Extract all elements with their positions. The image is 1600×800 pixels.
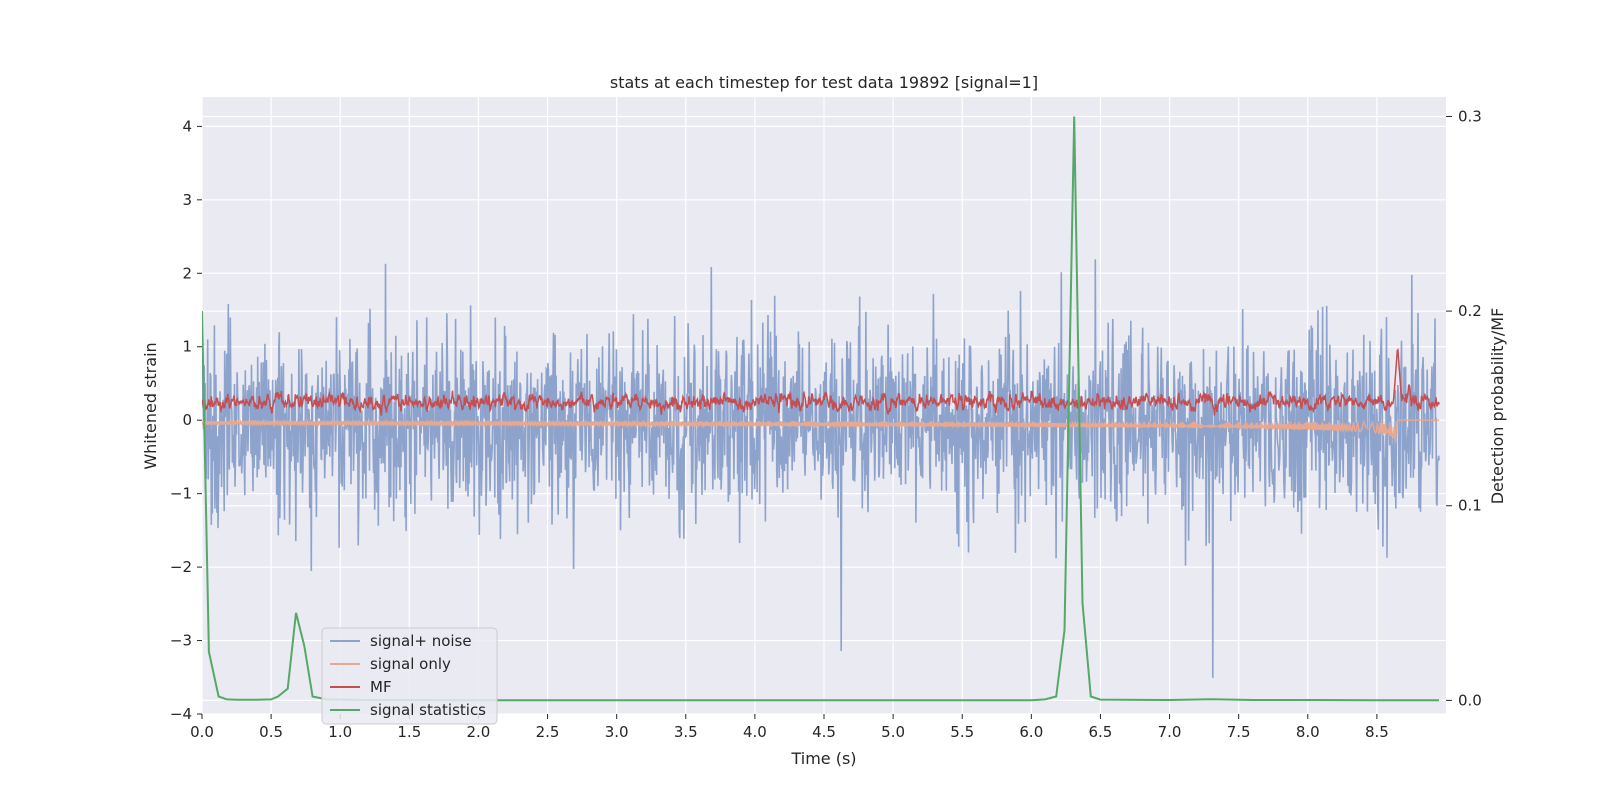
x-tick-label: 3.0 — [605, 723, 629, 741]
x-tick-label: 4.5 — [812, 723, 836, 741]
legend-label-signal-only: signal only — [370, 655, 451, 673]
x-tick-label: 1.0 — [328, 723, 352, 741]
y-tick-label: −1 — [170, 485, 192, 503]
legend-box — [321, 627, 498, 725]
x-tick-label: 5.0 — [881, 723, 905, 741]
y-tick-label: −4 — [170, 705, 192, 723]
legend: signal+ noise signal only MF signal stat… — [321, 627, 498, 725]
series-signal-statistics — [202, 116, 1440, 702]
legend-label-mf: MF — [370, 678, 392, 696]
y2-tick-label: 0.3 — [1458, 107, 1482, 125]
y-axis-ticks: 4 3 2 1 0 −1 −2 −3 −4 — [170, 117, 202, 723]
x-tick-label: 2.5 — [536, 723, 560, 741]
x-tick-label: 8.5 — [1365, 723, 1389, 741]
y-tick-label: 2 — [182, 264, 192, 282]
y2-tick-label: 0.2 — [1458, 302, 1482, 320]
y2-tick-label: 0.1 — [1458, 497, 1482, 515]
x-tick-label: 0.0 — [190, 723, 214, 741]
y-tick-label: 3 — [182, 191, 192, 209]
x-tick-label: 6.0 — [1019, 723, 1043, 741]
y2-tick-label: 0.0 — [1458, 691, 1482, 709]
series-signal-only — [202, 418, 1440, 443]
x-axis-label: Time (s) — [790, 749, 856, 768]
legend-label-signal-statistics: signal statistics — [370, 701, 486, 719]
y2-axis-ticks: 0.3 0.2 0.1 0.0 — [1446, 107, 1482, 709]
x-tick-label: 8.0 — [1296, 723, 1320, 741]
y-tick-label: 4 — [182, 117, 192, 135]
x-tick-label: 4.0 — [743, 723, 767, 741]
y-tick-label: −2 — [170, 558, 192, 576]
x-tick-label: 5.5 — [950, 723, 974, 741]
x-tick-label: 3.5 — [674, 723, 698, 741]
x-tick-label: 6.5 — [1089, 723, 1113, 741]
x-tick-label: 0.5 — [259, 723, 283, 741]
legend-label-signal-noise: signal+ noise — [370, 632, 472, 650]
x-tick-label: 2.0 — [467, 723, 491, 741]
y-tick-label: 1 — [182, 338, 192, 356]
chart-title: stats at each timestep for test data 198… — [610, 73, 1038, 92]
y-tick-label: 0 — [182, 411, 192, 429]
y-tick-label: −3 — [170, 632, 192, 650]
series-mf — [202, 347, 1440, 416]
x-tick-label: 1.5 — [397, 723, 421, 741]
series-signal-noise — [202, 259, 1440, 678]
x-tick-label: 7.5 — [1227, 723, 1251, 741]
y-axis-label: Whitened strain — [141, 342, 160, 469]
y2-axis-label: Detection probability/MF — [1488, 308, 1507, 505]
x-axis-ticks: 0.0 0.5 1.0 1.5 2.0 2.5 3.0 3.5 4.0 4.5 5.0 5.5 6.0 6… — [190, 714, 1389, 741]
x-tick-label: 7.0 — [1158, 723, 1182, 741]
